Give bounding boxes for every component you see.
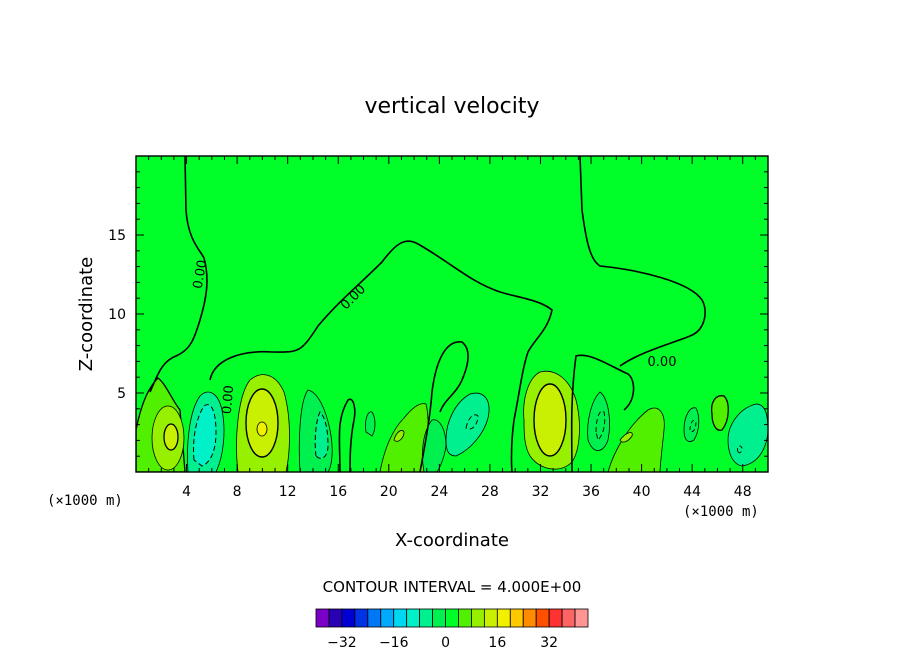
blob-x21: [393, 430, 405, 442]
cell-x44-negative: [683, 407, 700, 442]
blob-x46-weak-positive: [710, 395, 729, 431]
x-tick-label: 48: [734, 484, 752, 500]
colorbar-tick-label: 32: [540, 635, 558, 651]
colorbar-swatch: [522, 608, 537, 628]
colorbar-swatch: [393, 608, 408, 628]
chart-title: vertical velocity: [364, 94, 539, 119]
cell-x27-negative-core: [465, 414, 479, 430]
x-unit-left: (×1000 m): [47, 493, 123, 509]
cell-x10-peak: [256, 421, 268, 437]
cell-x15-negative-core: [314, 411, 329, 459]
colorbar-swatch: [380, 608, 395, 628]
contour-label-4: 0.00: [220, 385, 237, 415]
x-tick-label: 40: [633, 484, 651, 500]
x-unit-right: (×1000 m): [683, 504, 759, 520]
x-axis-ticks: 4 8 12 16 20 24 28 32 36 40 44 48: [148, 156, 756, 500]
colorbar-swatch: [535, 608, 550, 628]
colorbar-swatch: [315, 608, 330, 628]
x-tick-label: 20: [380, 484, 398, 500]
colorbar-swatch: [509, 608, 524, 628]
x-tick-label: 16: [329, 484, 347, 500]
colorbar-swatch: [367, 608, 382, 628]
cell-x44-negative-core: [689, 419, 697, 433]
colorbar-swatch: [419, 608, 433, 628]
x-tick-label: 4: [182, 484, 191, 500]
zero-contour-main: [149, 156, 706, 472]
colorbar-tick-label: 0: [441, 635, 450, 651]
colorbar-swatch: [548, 608, 563, 628]
x-tick-label: 44: [683, 484, 701, 500]
colorbar-swatch: [445, 608, 459, 628]
cell-x36-negative-core: [595, 410, 606, 441]
colorbar-swatch: [458, 608, 472, 628]
x-tick-label: 28: [481, 484, 499, 500]
y-axis-ticks: 5 10 15: [108, 171, 768, 457]
x-tick-label: 8: [233, 484, 242, 500]
colorbar: [315, 608, 589, 628]
colorbar-tick-label: −32: [327, 635, 357, 651]
contour-interval: CONTOUR INTERVAL = 4.000E+00: [323, 578, 582, 596]
zero-contour-lower: [338, 341, 635, 472]
contour-label-1: 0.00: [191, 259, 211, 290]
colorbar-swatch: [496, 608, 511, 628]
cell-x3-positive-core: [163, 423, 179, 451]
colorbar-swatch: [354, 608, 369, 628]
colorbar-swatch: [341, 608, 356, 628]
colorbar-swatch: [471, 608, 485, 628]
cell-x5-negative-core: [193, 404, 217, 467]
cell-x36-negative: [587, 391, 610, 451]
colorbar-swatch: [561, 608, 576, 628]
y-tick-label: 5: [117, 386, 126, 402]
colorbar-tick-label: 16: [488, 635, 506, 651]
x-tick-label: 24: [430, 484, 448, 500]
cell-x33-inner: [533, 383, 567, 457]
colorbar-swatch: [483, 608, 498, 628]
colorbar-swatch: [432, 608, 446, 628]
colorbar-swatch: [328, 608, 343, 628]
cell-x27-negative: [445, 392, 490, 457]
colorbar-tick-label: −16: [379, 635, 409, 651]
cell-x18-negative: [365, 411, 376, 437]
x-axis-label: X-coordinate: [395, 530, 509, 551]
x-tick-label: 36: [582, 484, 600, 500]
x-tick-label: 12: [279, 484, 297, 500]
blob-x39: [619, 432, 633, 443]
filled-contours: [136, 156, 768, 472]
contour-label-3: 0.00: [648, 355, 677, 370]
x-tick-label: 32: [532, 484, 550, 500]
colorbar-swatch: [574, 608, 589, 628]
y-tick-label: 15: [108, 228, 126, 244]
y-axis-label: Z-coordinate: [76, 257, 97, 372]
cell-x48-negative-core: [737, 445, 743, 454]
plot-area: 0.00 0.00 0.00 0.00: [135, 155, 769, 473]
y-tick-label: 10: [108, 307, 126, 323]
colorbar-swatch: [406, 608, 421, 628]
colorbar-tick-labels: −32 −16 0 16 32: [327, 635, 558, 651]
